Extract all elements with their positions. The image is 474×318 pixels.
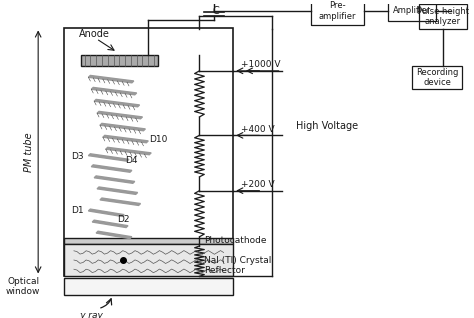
- Bar: [64, 238, 233, 244]
- Text: Pre-
amplifier: Pre- amplifier: [319, 1, 356, 21]
- Bar: [388, 1, 436, 21]
- Text: D2: D2: [118, 215, 130, 224]
- Bar: [310, 0, 364, 25]
- Text: +1000 V: +1000 V: [241, 60, 281, 69]
- Text: D1: D1: [71, 205, 83, 215]
- Text: Pulse height
analyzer: Pulse height analyzer: [417, 7, 469, 26]
- Text: D3: D3: [71, 152, 83, 161]
- Polygon shape: [100, 123, 146, 131]
- Text: Photocathode: Photocathode: [204, 236, 267, 245]
- Bar: [64, 278, 233, 295]
- Text: Anode: Anode: [79, 29, 109, 39]
- Polygon shape: [88, 75, 134, 83]
- Bar: [64, 28, 233, 276]
- Bar: [419, 3, 467, 29]
- Text: High Voltage: High Voltage: [296, 121, 358, 131]
- Text: NaI (TI) Crystal: NaI (TI) Crystal: [204, 256, 272, 265]
- Polygon shape: [91, 87, 137, 95]
- Text: Recording
device: Recording device: [416, 68, 458, 87]
- Polygon shape: [94, 100, 139, 107]
- Text: γ ray: γ ray: [80, 311, 103, 318]
- Bar: [81, 55, 158, 66]
- Polygon shape: [96, 231, 132, 238]
- Text: Reflector: Reflector: [204, 266, 245, 274]
- Text: +200 V: +200 V: [241, 180, 274, 189]
- Text: Amplifier: Amplifier: [393, 6, 431, 15]
- Text: Optical
window: Optical window: [6, 277, 40, 296]
- Polygon shape: [94, 176, 135, 183]
- Text: D10: D10: [149, 135, 168, 144]
- Text: D4: D4: [125, 156, 137, 165]
- Polygon shape: [103, 135, 148, 143]
- Polygon shape: [97, 187, 137, 194]
- Polygon shape: [91, 165, 132, 172]
- Polygon shape: [97, 111, 143, 119]
- Bar: [64, 244, 233, 276]
- Polygon shape: [92, 220, 128, 228]
- Polygon shape: [88, 209, 124, 217]
- Polygon shape: [106, 147, 151, 155]
- Bar: [412, 66, 462, 89]
- Polygon shape: [100, 198, 141, 205]
- Text: PM tube: PM tube: [24, 132, 34, 172]
- Text: C: C: [212, 6, 219, 16]
- Text: +400 V: +400 V: [241, 125, 274, 134]
- Polygon shape: [88, 154, 129, 161]
